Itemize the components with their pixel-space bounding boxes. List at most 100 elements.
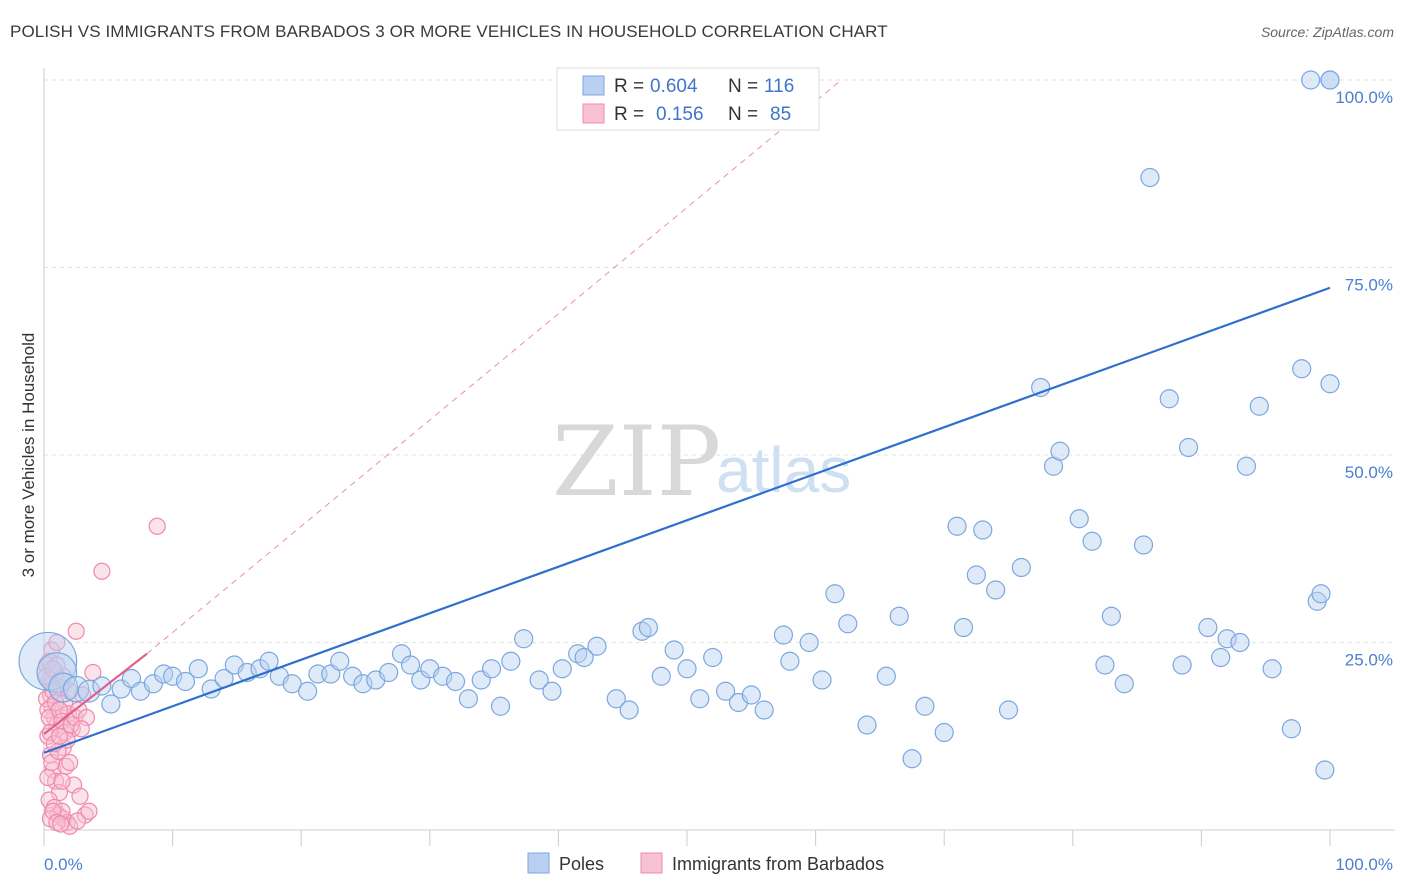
poles-point (690, 689, 710, 709)
barbados-n-value: 85 (770, 104, 791, 125)
barbados-point (148, 517, 166, 535)
poles-point (353, 674, 373, 694)
poles-point (330, 651, 350, 671)
poles-point (481, 659, 502, 679)
poles-point (825, 584, 845, 604)
poles-point (92, 676, 112, 696)
poles-point (902, 749, 922, 769)
poles-point (458, 689, 478, 709)
poles-point (1069, 509, 1089, 529)
barbados-point (71, 787, 89, 805)
poles-point (715, 681, 736, 701)
poles-point (1082, 531, 1102, 551)
poles-point (514, 629, 534, 649)
barbados-point (52, 815, 70, 833)
poles-point (1211, 647, 1231, 668)
poles-point (1133, 535, 1154, 555)
poles-point (574, 647, 594, 668)
poles-point (298, 681, 318, 701)
poles-point (773, 625, 794, 645)
y-tick-labels: 25.0% 50.0% 75.0% 100.0% (1335, 88, 1393, 670)
poles-point (143, 674, 163, 694)
poles-point (490, 696, 511, 716)
poles-point (1050, 441, 1070, 461)
poles-point (1292, 359, 1312, 379)
barbados-point (44, 802, 62, 820)
poles-point (1301, 70, 1321, 90)
poles-point (1320, 70, 1340, 90)
watermark-zip: ZIP (552, 406, 721, 518)
poles-point (501, 651, 521, 671)
y-tick-label: 100.0% (1335, 88, 1393, 107)
barbados-point (41, 723, 60, 742)
stats-legend: R = 0.604 N = 116 R = 0.156 N = 85 (556, 67, 820, 131)
poles-point (838, 614, 858, 634)
poles-point (1101, 606, 1121, 626)
y-tick-label: 25.0% (1345, 651, 1393, 670)
poles-point (606, 689, 626, 709)
bottom-legend: Poles Immigrants from Barbados (527, 852, 884, 874)
poles-point (876, 666, 896, 686)
poles-point (552, 659, 572, 679)
poles-point (966, 565, 986, 585)
poles-point (282, 674, 302, 694)
trend-lines (43, 79, 1331, 754)
poles-n-label: N = (728, 76, 758, 97)
poles-point (1114, 674, 1134, 694)
barbados-r-value: 0.156 (656, 104, 704, 125)
poles-point (703, 647, 723, 668)
chart-source: Source: ZipAtlas.com (1260, 24, 1394, 40)
barbados-point (77, 708, 96, 727)
poles-point (587, 636, 607, 656)
poles-point (619, 700, 639, 720)
poles-point (400, 655, 421, 675)
poles-point (175, 671, 196, 692)
poles-point (1011, 557, 1031, 578)
bottom-legend-barbados-swatch (640, 852, 663, 874)
poles-point (889, 606, 909, 626)
poles-point (1262, 659, 1282, 679)
poles-point (1249, 396, 1269, 416)
barbados-point (61, 753, 79, 772)
poles-point (986, 580, 1006, 600)
poles-point (1320, 374, 1340, 394)
poles-point (812, 670, 832, 690)
barbados-point (67, 622, 85, 640)
poles-point (651, 666, 671, 686)
x-tick-labels: 0.0% 100.0% (44, 855, 1393, 874)
poles-point (741, 685, 761, 705)
poles-point (780, 651, 800, 671)
poles-point (1315, 760, 1335, 780)
poles-point (677, 659, 697, 679)
poles-point (111, 679, 131, 699)
barbados-swatch (582, 103, 605, 124)
poles-point (664, 640, 684, 660)
barbados-point (72, 720, 90, 738)
x-tick-label-min: 0.0% (44, 855, 83, 874)
poles-point (379, 662, 399, 683)
poles-point (188, 659, 208, 679)
bottom-legend-poles-label: Poles (559, 854, 604, 874)
poles-r-label: R = (614, 76, 644, 97)
poles-point (36, 652, 78, 693)
chart-title: POLISH VS IMMIGRANTS FROM BARBADOS 3 OR … (10, 22, 888, 41)
poles-point (915, 696, 935, 716)
poles-point (163, 666, 183, 686)
watermark-atlas: atlas (716, 434, 851, 506)
poles-point (973, 520, 993, 540)
poles-point (947, 516, 967, 536)
barbados-point (50, 701, 69, 719)
poles-point (542, 681, 562, 701)
bottom-legend-barbados-label: Immigrants from Barbados (672, 854, 884, 874)
poles-n-value: 116 (764, 76, 794, 97)
poles-r-value: 0.604 (650, 76, 698, 97)
y-tick-label: 50.0% (1345, 463, 1393, 482)
x-tick-label-max: 100.0% (1335, 855, 1393, 874)
poles-point (1311, 584, 1331, 604)
barbados-point (39, 768, 57, 787)
poles-point (857, 715, 877, 735)
poles-point (799, 632, 819, 653)
barbados-point (93, 562, 111, 580)
poles-point (998, 700, 1019, 720)
